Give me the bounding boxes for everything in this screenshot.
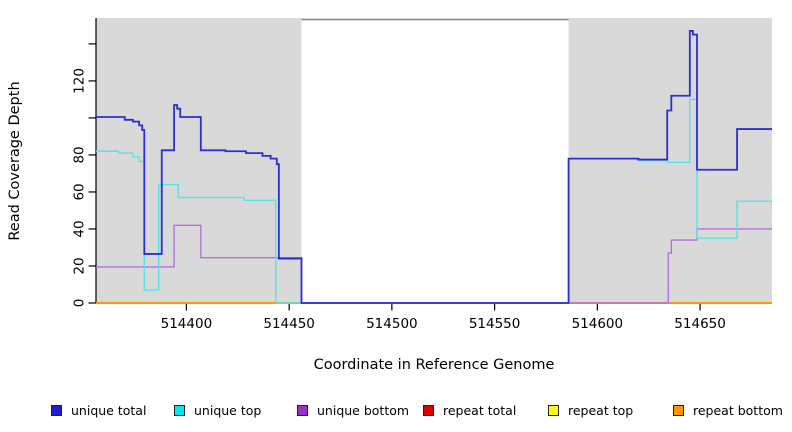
y-tick-label: 40 — [72, 220, 88, 237]
legend-swatch — [548, 404, 559, 416]
legend-label: repeat bottom — [693, 402, 783, 418]
legend-label: unique top — [194, 402, 262, 418]
x-tick-label: 514450 — [263, 316, 315, 332]
legend-item-unique-top: unique top — [174, 402, 261, 418]
legend-swatch — [673, 404, 684, 416]
shaded-region — [568, 18, 772, 303]
y-tick-label: 0 — [72, 299, 88, 308]
legend-label: repeat total — [443, 402, 517, 418]
y-tick-label: 20 — [72, 257, 88, 274]
legend-item-repeat-total: repeat total — [423, 402, 516, 418]
legend-item-repeat-bottom: repeat bottom — [673, 402, 783, 418]
x-tick-label: 514550 — [469, 316, 521, 332]
y-tick-label: 60 — [72, 183, 88, 200]
y-axis-title: Read Coverage Depth — [7, 81, 23, 241]
legend-label: repeat top — [568, 402, 634, 418]
x-tick-label: 514400 — [161, 316, 213, 332]
legend-item-unique-total: unique total — [51, 402, 146, 418]
x-tick-label: 514650 — [674, 316, 726, 332]
series-line-unique-top — [96, 98, 772, 304]
legend-label: unique total — [71, 402, 147, 418]
x-tick-label: 514500 — [366, 316, 418, 332]
legend-swatch — [297, 404, 308, 416]
x-axis-title: Coordinate in Reference Genome — [313, 357, 555, 373]
shaded-region — [96, 18, 302, 303]
legend-swatch — [174, 404, 185, 416]
series-line-unique-total — [96, 30, 772, 304]
x-tick-label: 514600 — [572, 316, 624, 332]
legend-label: unique bottom — [317, 402, 410, 418]
legend-item-repeat-top: repeat top — [548, 402, 633, 418]
legend-swatch — [423, 404, 434, 416]
legend-swatch — [51, 404, 62, 416]
y-tick-label: 120 — [72, 68, 88, 94]
y-tick-label: 80 — [72, 146, 88, 163]
legend-item-unique-bottom: unique bottom — [297, 402, 409, 418]
